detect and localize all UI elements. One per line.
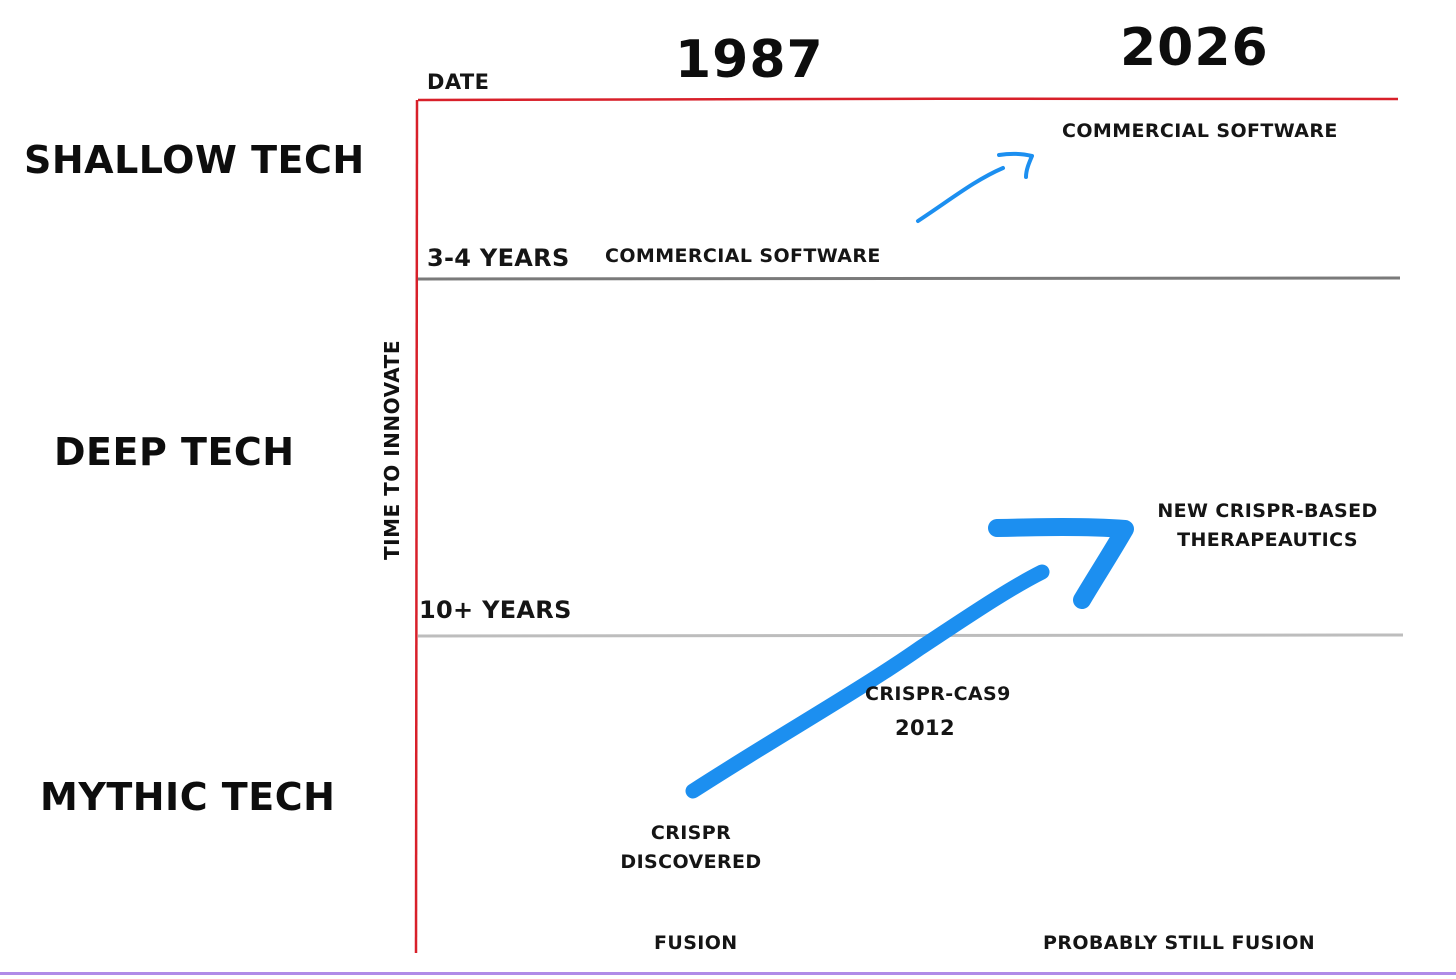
level-10-plus-years: 10+ YEARS: [419, 596, 572, 624]
time-axis-line: [414, 99, 419, 954]
crispr-cas9-label: CRISPR-CAS9: [865, 683, 1011, 705]
crispr-discovered-label: CRISPR DISCOVERED: [605, 819, 777, 877]
crispr-discovered-line2: DISCOVERED: [620, 851, 762, 873]
commercial-software-2026: COMMERCIAL SOFTWARE: [1062, 120, 1338, 142]
time-to-innovate-label: TIME TO INNOVATE: [380, 340, 404, 560]
level-3-4-years: 3-4 YEARS: [427, 244, 570, 272]
year-1987: 1987: [675, 30, 824, 90]
category-deep-tech: DEEP TECH: [54, 430, 295, 474]
crispr-arrow-head: [988, 518, 1134, 609]
crispr-discovered-line1: CRISPR: [650, 822, 732, 844]
deep-mythic-divider: [417, 633, 1404, 638]
bottom-border-bar: [0, 972, 1456, 975]
year-2026: 2026: [1120, 18, 1269, 78]
date-axis-line: [417, 97, 1399, 102]
shallow-deep-divider: [417, 276, 1401, 281]
fusion-2026: PROBABLY STILL FUSION: [1043, 932, 1316, 954]
crispr-arrow-shaft: [685, 564, 1050, 799]
commercial-software-1987: COMMERCIAL SOFTWARE: [605, 245, 881, 267]
crispr-therapeutics-line1: NEW CRISPR-BASED: [1157, 500, 1378, 522]
category-shallow-tech: SHALLOW TECH: [24, 138, 365, 182]
crispr-cas9-year: 2012: [895, 716, 956, 740]
crispr-therapeutics-label: NEW CRISPR-BASED THERAPEAUTICS: [1150, 497, 1385, 555]
category-mythic-tech: MYTHIC TECH: [40, 775, 336, 819]
date-axis-label: DATE: [427, 70, 490, 94]
crispr-therapeutics-line2: THERAPEAUTICS: [1177, 529, 1358, 551]
fusion-1987: FUSION: [654, 932, 738, 954]
software-arrow-shaft: [916, 166, 1005, 223]
software-arrow-head: [997, 151, 1034, 179]
